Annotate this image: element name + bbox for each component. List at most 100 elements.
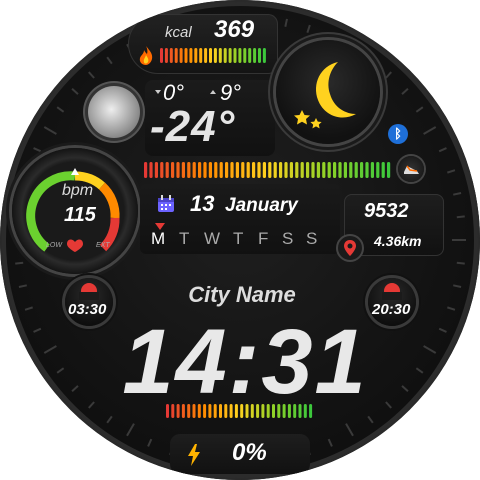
bezel-tick (88, 401, 95, 409)
progress-segment (192, 162, 196, 178)
calories-label: kcal (165, 24, 192, 41)
progress-segment (365, 162, 369, 178)
progress-segment (223, 48, 227, 63)
progress-segment (266, 404, 270, 418)
progress-segment (234, 404, 238, 418)
bezel-tick (456, 261, 465, 265)
sunset-icon (382, 283, 402, 300)
bezel-tick (385, 401, 392, 409)
progress-segment (228, 48, 232, 63)
progress-segment (268, 162, 272, 178)
progress-segment (233, 48, 237, 63)
bezel-tick (284, 18, 288, 27)
progress-segment (272, 404, 275, 418)
progress-segment (184, 48, 188, 63)
progress-segment (213, 404, 217, 418)
progress-segment (282, 404, 286, 418)
progress-segment (349, 162, 353, 178)
progress-segment (243, 48, 247, 63)
progress-segment (230, 162, 234, 178)
progress-segment (309, 404, 313, 418)
bezel-tick (327, 33, 333, 42)
date-month: January (225, 195, 298, 216)
sunrise-icon (79, 283, 99, 300)
progress-segment (229, 404, 233, 418)
progress-segment (306, 162, 310, 178)
bezel-tick (33, 327, 42, 333)
progress-segment (225, 162, 229, 178)
sunrise-button[interactable] (65, 278, 113, 326)
progress-segment (252, 162, 256, 178)
progress-segment (176, 162, 180, 178)
bezel-tick (453, 284, 462, 288)
progress-segment (208, 162, 212, 178)
date-panel[interactable] (140, 184, 340, 254)
progress-segment (245, 404, 249, 418)
bezel-tick (43, 345, 57, 354)
sunset-button[interactable] (368, 278, 416, 326)
progress-segment (197, 404, 201, 418)
progress-segment (224, 404, 228, 418)
progress-segment (235, 162, 239, 178)
heart-rate-value: 115 (64, 204, 96, 226)
battery-progress-bar (166, 404, 313, 418)
battery-value: 0% (232, 439, 267, 466)
progress-segment (293, 404, 297, 418)
progress-segment (360, 162, 364, 178)
bezel-tick (447, 169, 456, 174)
bezel-tick (15, 261, 24, 265)
progress-segment (387, 162, 391, 178)
shoe-icon[interactable] (398, 156, 424, 182)
heart-rate-arc (26, 168, 120, 252)
progress-segment (316, 162, 320, 178)
progress-segment (160, 162, 164, 178)
progress-segment (343, 162, 347, 178)
bezel-tick (438, 327, 447, 333)
bezel-tick (106, 415, 113, 424)
progress-segment (311, 162, 315, 178)
temp-min: 0° (163, 80, 185, 105)
progress-segment (273, 162, 277, 178)
weekday-label: F (258, 229, 269, 248)
progress-segment (248, 48, 252, 63)
distance-value: 4.36km (374, 233, 422, 249)
progress-segment (203, 162, 207, 178)
progress-segment (160, 48, 163, 63)
progress-segment (277, 404, 281, 418)
bezel-tick (147, 438, 153, 447)
calendar-icon (158, 195, 174, 212)
heart-rate-low-label: LOW (46, 242, 62, 249)
progress-segment (279, 162, 283, 178)
weekday-label: M (151, 229, 166, 248)
progress-segment (303, 404, 307, 418)
progress-segment (164, 48, 168, 63)
progress-segment (154, 162, 158, 178)
progress-segment (287, 404, 291, 418)
heart-rate-label: bpm (62, 182, 94, 199)
progress-segment (246, 162, 250, 178)
bezel-tick (306, 24, 311, 33)
bezel-tick (88, 71, 95, 79)
progress-segment (213, 48, 217, 63)
progress-segment (204, 48, 208, 63)
location-pin-icon[interactable] (336, 234, 364, 268)
bezel-tick (71, 88, 79, 95)
progress-segment (169, 48, 173, 63)
progress-segment (208, 404, 212, 418)
weekday-label: T (179, 229, 190, 248)
bezel-tick (33, 147, 42, 153)
steps-value: 9532 (364, 200, 409, 222)
progress-segment (327, 162, 331, 178)
calories-panel[interactable] (128, 14, 278, 74)
bezel-tick (438, 147, 447, 153)
activity-progress-bar (144, 162, 391, 178)
bezel-tick (447, 306, 456, 311)
bluetooth-icon: ᛒ (388, 124, 408, 144)
weather-condition-button[interactable] (276, 40, 380, 144)
active-weekday-marker (155, 223, 165, 230)
progress-segment (261, 404, 265, 418)
digital-time[interactable]: 14:31 (122, 311, 368, 413)
progress-segment (144, 162, 148, 178)
